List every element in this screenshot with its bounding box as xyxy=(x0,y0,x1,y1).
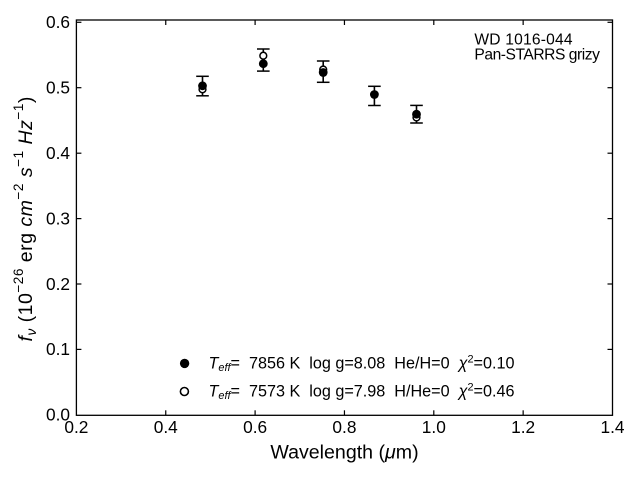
svg-text:0.8: 0.8 xyxy=(332,417,356,437)
svg-text:Teff= 7856 K log g=8.08 He/: Teff= 7856 K log g=8.08 He/H=0 χ2=0.10 xyxy=(209,353,515,374)
svg-text:0.6: 0.6 xyxy=(243,417,267,437)
svg-text:Pan-STARRS grizy: Pan-STARRS grizy xyxy=(474,47,600,64)
svg-text:0.1: 0.1 xyxy=(46,339,70,359)
svg-text:0.5: 0.5 xyxy=(46,78,70,98)
svg-text:1.2: 1.2 xyxy=(511,417,535,437)
svg-text:0.0: 0.0 xyxy=(46,405,70,425)
svg-text:0.2: 0.2 xyxy=(64,417,88,437)
svg-text:0.3: 0.3 xyxy=(46,208,70,228)
svg-text:0.2: 0.2 xyxy=(46,274,70,294)
svg-text:fν (10−26 erg cm−2 s−1 Hz−1): fν (10−26 erg cm−2 s−1 Hz−1) xyxy=(11,96,39,341)
svg-text:0.6: 0.6 xyxy=(46,12,70,32)
svg-text:Wavelength (μm): Wavelength (μm) xyxy=(270,442,418,464)
svg-text:0.4: 0.4 xyxy=(154,417,178,437)
svg-text:WD 1016-044: WD 1016-044 xyxy=(474,31,573,48)
svg-text:Teff= 7573 K log g=7.98 H/H: Teff= 7573 K log g=7.98 H/He=0 χ2=0.46 xyxy=(209,381,515,402)
svg-text:1.0: 1.0 xyxy=(422,417,446,437)
svg-text:0.4: 0.4 xyxy=(46,143,70,163)
svg-text:1.4: 1.4 xyxy=(600,417,624,437)
